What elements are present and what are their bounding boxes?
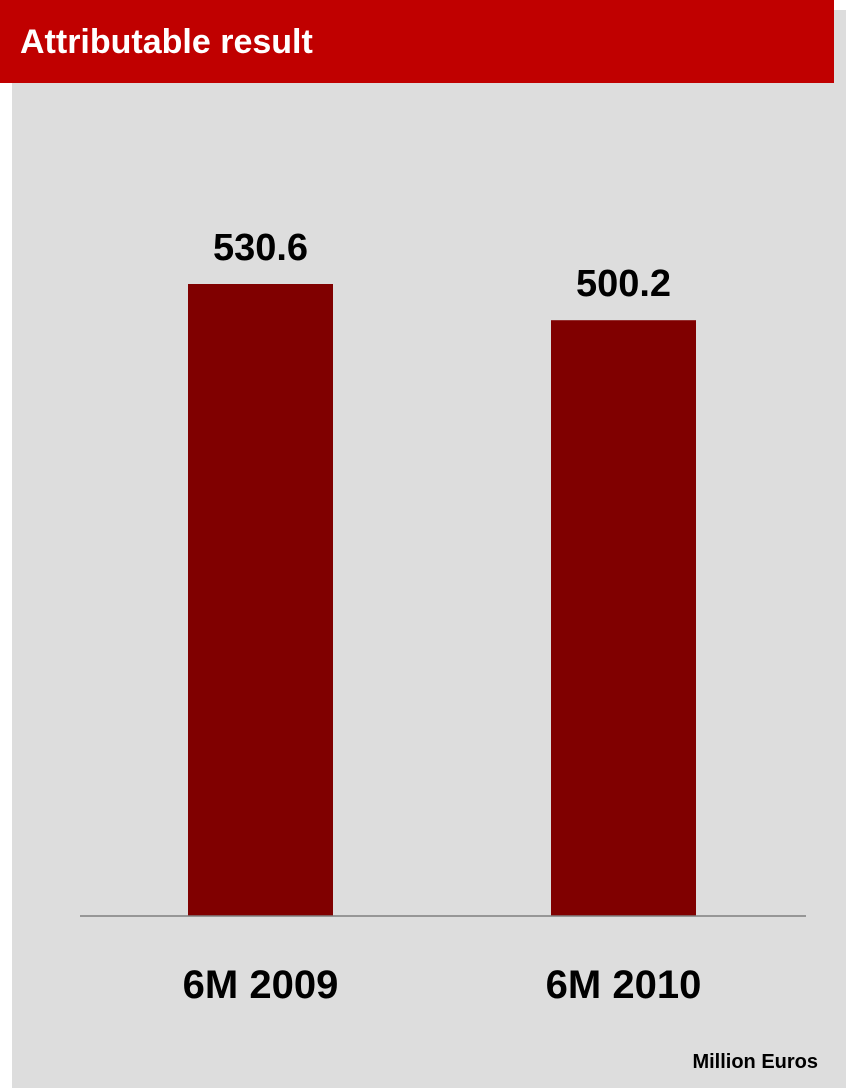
chart-panel — [12, 10, 846, 1088]
unit-label: Million Euros — [692, 1051, 818, 1073]
category-label-1: 6M 2009 — [183, 963, 339, 1007]
chart-title: Attributable result — [20, 23, 313, 61]
labels-group: 530.6 6M 2009 500.2 6M 2010 — [183, 227, 702, 1007]
bars-group — [188, 284, 696, 916]
bar-value-label-1: 530.6 — [213, 227, 308, 269]
bar-1 — [188, 284, 333, 916]
chart-header: Attributable result — [0, 0, 834, 83]
bar-value-label-2: 500.2 — [576, 263, 671, 305]
bar-2 — [551, 320, 696, 916]
category-label-2: 6M 2010 — [546, 963, 702, 1007]
